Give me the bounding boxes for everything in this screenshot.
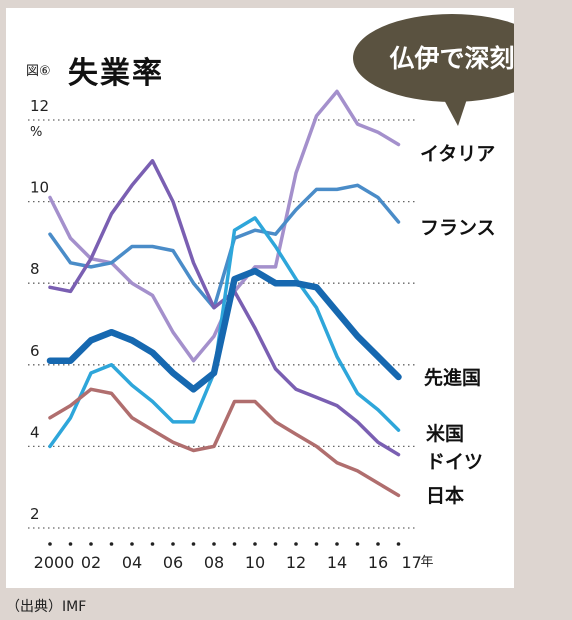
series-line bbox=[46, 267, 402, 393]
x-tick-mark bbox=[68, 542, 73, 546]
callout-text: 仏伊で深刻 bbox=[389, 44, 514, 73]
x-tick-label: 02 bbox=[81, 553, 101, 572]
x-tick-label: 06 bbox=[163, 553, 183, 572]
callout-shape bbox=[353, 14, 514, 102]
y-unit-label: % bbox=[30, 125, 42, 140]
x-tick-mark bbox=[48, 542, 52, 546]
series-label: ドイツ bbox=[426, 451, 483, 473]
y-axis: 2 4 6 8 10 12% bbox=[30, 97, 49, 523]
series-label: フランス bbox=[420, 217, 496, 239]
x-tick-mark bbox=[130, 542, 134, 546]
x-tick-label: 04 bbox=[122, 553, 142, 572]
x-tick-mark bbox=[232, 542, 237, 546]
x-tick-mark bbox=[150, 542, 155, 546]
x-tick-mark bbox=[89, 542, 93, 546]
x-tick-mark bbox=[335, 542, 339, 546]
x-tick-mark bbox=[376, 542, 380, 546]
source-note: （出典）IMF bbox=[6, 599, 87, 615]
series-label: 先進国 bbox=[424, 366, 481, 389]
series-line bbox=[48, 216, 401, 449]
callout-bubble: 仏伊で深刻 bbox=[353, 14, 514, 126]
x-tick-mark bbox=[212, 542, 216, 546]
x-tick-label: 14 bbox=[327, 553, 347, 572]
y-tick-label: 4 bbox=[30, 423, 40, 441]
x-tick-mark bbox=[273, 542, 278, 546]
y-tick-label: 12 bbox=[30, 97, 49, 115]
gridlines bbox=[28, 119, 418, 529]
x-tick-mark bbox=[314, 542, 319, 546]
x-unit-label: 年 bbox=[421, 555, 434, 570]
x-tick-mark bbox=[396, 542, 401, 546]
y-tick-label: 8 bbox=[30, 260, 40, 278]
x-tick-label: 17 bbox=[402, 553, 422, 572]
x-tick-label: 10 bbox=[245, 553, 265, 572]
series-line bbox=[48, 387, 401, 498]
x-axis: 2000 02 04 06 08 10 12 14 16 17年 bbox=[34, 542, 434, 572]
series-line bbox=[48, 183, 401, 310]
chart-panel: 図⑥ 失業率 2000 02 04 06 08 10 12 14 16 17 年 2 4 6 8 10 12%… bbox=[6, 8, 514, 588]
callout-tail bbox=[442, 96, 468, 126]
series-lines bbox=[46, 89, 402, 498]
x-tick-mark bbox=[191, 542, 196, 546]
x-tick-label: 12 bbox=[286, 553, 306, 572]
series-label: 日本 bbox=[426, 484, 464, 507]
x-tick-mark bbox=[294, 542, 298, 546]
x-tick-label: 08 bbox=[204, 553, 224, 572]
x-tick-mark bbox=[171, 542, 175, 546]
series-label: イタリア bbox=[420, 143, 495, 165]
y-tick-label: 6 bbox=[30, 342, 40, 360]
series-label: 米国 bbox=[426, 422, 464, 445]
y-tick-label: 10 bbox=[30, 179, 49, 197]
x-tick-label: 2000 bbox=[34, 553, 75, 572]
figure-number: 図⑥ bbox=[26, 64, 51, 79]
x-tick-mark bbox=[355, 542, 360, 546]
y-tick-label: 2 bbox=[30, 505, 40, 523]
x-tick-label: 16 bbox=[368, 553, 388, 572]
x-tick-mark bbox=[253, 542, 257, 546]
chart-title: 失業率 bbox=[68, 56, 164, 91]
line-chart: 2000 02 04 06 08 10 12 14 16 17年 2 4 6 8 10 12% イタリアフラ… bbox=[28, 14, 514, 572]
x-tick-mark bbox=[109, 542, 114, 546]
